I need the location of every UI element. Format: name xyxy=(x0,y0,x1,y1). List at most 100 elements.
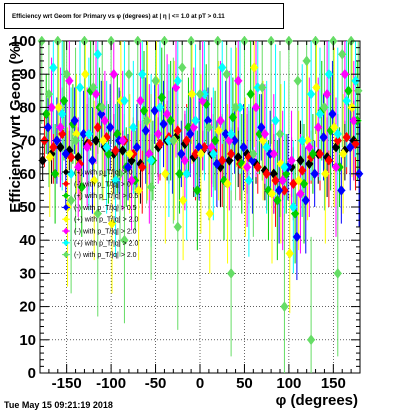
data-point xyxy=(289,201,298,213)
data-point xyxy=(166,115,175,127)
data-point xyxy=(243,161,252,173)
data-point xyxy=(301,194,310,206)
data-point xyxy=(97,108,106,120)
data-point xyxy=(79,128,88,140)
data-point xyxy=(338,48,347,60)
data-point xyxy=(315,148,325,160)
data-point xyxy=(204,121,213,133)
data-point xyxy=(127,175,136,186)
data-point xyxy=(267,188,277,200)
legend: (+) with p_T/|q| > 0 (-) with p_T/|q| > 0… xyxy=(62,168,138,259)
legend-marker xyxy=(63,227,69,235)
data-point xyxy=(115,168,125,180)
data-point xyxy=(157,92,166,103)
data-point xyxy=(275,128,285,140)
data-point xyxy=(118,145,127,156)
data-point xyxy=(218,155,227,166)
data-point xyxy=(71,135,80,147)
data-point xyxy=(227,148,236,160)
x-tick-label: -100 xyxy=(96,375,126,392)
x-tick-label: -150 xyxy=(52,375,82,392)
data-point xyxy=(227,267,236,279)
data-point xyxy=(98,101,107,113)
data-point xyxy=(154,128,163,140)
data-point xyxy=(333,267,342,279)
data-point xyxy=(77,181,86,193)
data-point xyxy=(93,48,102,60)
data-point xyxy=(141,125,150,137)
data-point xyxy=(173,221,182,233)
data-point xyxy=(118,135,127,147)
data-point xyxy=(294,175,303,186)
x-tick-label: 150 xyxy=(321,375,346,392)
data-point xyxy=(58,108,67,120)
data-point xyxy=(333,135,342,147)
data-point xyxy=(175,168,184,180)
data-point xyxy=(333,128,342,140)
data-point xyxy=(74,161,83,173)
data-point xyxy=(54,101,63,113)
legend-label: (+) with p_T/|q| > 0.5 xyxy=(74,193,138,200)
timestamp: Tue May 15 09:21:19 2018 xyxy=(4,400,113,410)
data-point xyxy=(280,301,289,313)
data-point xyxy=(251,101,261,113)
data-point xyxy=(320,101,329,113)
data-point xyxy=(324,155,333,166)
data-point xyxy=(280,161,289,173)
data-point xyxy=(49,62,58,73)
data-point xyxy=(296,188,305,200)
data-point xyxy=(44,88,53,100)
legend-marker xyxy=(63,180,69,188)
data-point xyxy=(159,118,168,130)
data-point xyxy=(147,155,156,166)
data-point xyxy=(239,141,248,153)
data-point xyxy=(142,115,151,127)
data-point xyxy=(340,68,349,80)
data-point xyxy=(222,68,231,80)
data-point xyxy=(314,121,323,133)
legend-marker xyxy=(63,239,69,247)
legend-marker xyxy=(63,192,69,200)
data-point xyxy=(42,108,51,120)
data-point xyxy=(216,115,225,127)
data-point xyxy=(56,121,65,133)
data-point xyxy=(109,68,118,80)
data-point xyxy=(59,95,69,107)
data-point xyxy=(328,108,337,120)
data-point xyxy=(287,155,296,166)
data-point xyxy=(136,95,145,107)
data-point xyxy=(151,75,160,87)
data-point xyxy=(246,88,255,100)
data-point xyxy=(324,68,333,80)
data-point xyxy=(47,101,56,113)
data-point xyxy=(310,168,319,180)
data-point xyxy=(307,334,316,346)
data-point xyxy=(342,131,351,143)
data-point xyxy=(49,141,58,153)
x-tick-label: 50 xyxy=(236,375,253,392)
data-point xyxy=(61,148,70,160)
data-point xyxy=(221,128,230,140)
data-point xyxy=(257,121,266,133)
data-point xyxy=(298,135,307,147)
data-point xyxy=(250,62,259,73)
data-point xyxy=(111,175,120,186)
data-point xyxy=(90,175,99,186)
data-point xyxy=(223,178,232,190)
data-point xyxy=(182,168,191,180)
x-axis-title: φ (degrees) xyxy=(276,392,358,409)
data-point xyxy=(331,161,341,173)
data-point xyxy=(161,168,170,180)
data-point xyxy=(258,82,267,93)
data-point xyxy=(84,128,93,140)
axis-ticks: -150 -100 -50 0 50 100 150 0 10 20 30 40 50 60 70 80 90 1… xyxy=(11,33,361,392)
data-point xyxy=(212,158,221,170)
y-tick-label: 30 xyxy=(19,265,36,282)
legend-label: (-) with p_T/|q| > 2.0 xyxy=(74,229,137,236)
legend-label: (-) with p_T/|q| > 0 xyxy=(74,181,131,188)
legend-label: (+) with p_T/|q| > 0 xyxy=(74,170,133,177)
x-tick-label: 0 xyxy=(196,375,204,392)
data-point xyxy=(200,141,209,153)
